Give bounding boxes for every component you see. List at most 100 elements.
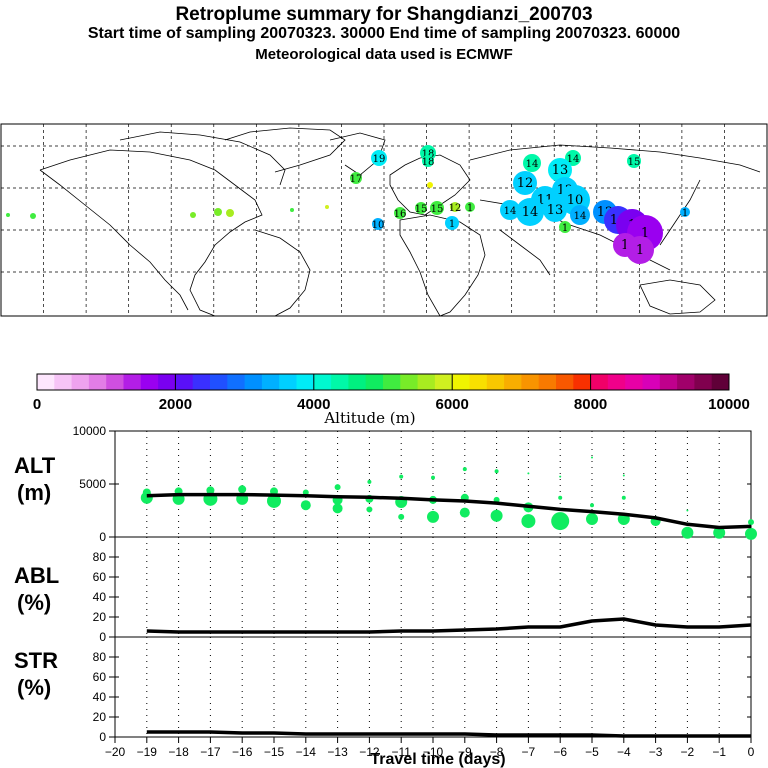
colorbar-swatch	[573, 374, 591, 390]
plume-marker	[190, 212, 196, 218]
abl-y-ticks: 80 60 40 20 0	[93, 550, 751, 644]
colorbar-swatch	[434, 374, 453, 390]
y-tick-label: 40	[93, 590, 107, 604]
colorbar-tick-label: 6000	[436, 396, 469, 413]
x-tick-label: −15	[264, 745, 285, 759]
str-y-ticks: 80 60 40 20 0	[93, 650, 751, 744]
plume-marker	[427, 182, 433, 188]
plume-label: 15	[628, 157, 641, 168]
colorbar-swatch	[192, 374, 211, 390]
alt-dot	[398, 513, 405, 520]
colorbar-swatch	[88, 374, 107, 390]
colorbar-swatch	[106, 374, 124, 390]
plume-marker	[465, 202, 475, 212]
abl-series-line	[146, 617, 752, 634]
y-tick-label: 5000	[79, 477, 106, 491]
plume-marker	[325, 205, 329, 209]
plume-label: 12	[517, 176, 534, 191]
colorbar-swatch	[210, 374, 228, 390]
str-series-line	[146, 730, 751, 738]
plume-label: 16	[394, 209, 407, 220]
plume-marker	[680, 207, 690, 217]
x-tick-label: −6	[553, 745, 567, 759]
str-panel-unit: (%)	[17, 675, 51, 700]
alt-dot	[366, 506, 373, 513]
y-tick-label: 10000	[73, 424, 107, 438]
y-tick-label: 80	[93, 550, 107, 564]
colorbar-swatch	[175, 374, 194, 390]
x-tick-label: −5	[585, 745, 599, 759]
y-tick-label: 0	[99, 630, 106, 644]
colorbar-swatch	[348, 374, 367, 390]
plume-marker	[226, 209, 234, 217]
colorbar-swatch	[261, 374, 280, 390]
plume-label: 12	[449, 203, 462, 214]
y-tick-label: 20	[93, 610, 107, 624]
series-lines	[146, 492, 752, 738]
colorbar-tick-label: 2000	[159, 396, 192, 413]
plume-label: 1	[467, 203, 473, 214]
alt-dot	[494, 469, 499, 474]
colorbar-swatch	[400, 374, 418, 390]
plume-label: 14	[567, 154, 580, 165]
plume-marker	[214, 208, 222, 216]
plume-label: 10	[567, 193, 584, 208]
plume-label: 13	[547, 203, 564, 218]
alt-dot	[527, 472, 530, 475]
colorbar-swatch	[504, 374, 522, 390]
y-tick-label: 80	[93, 650, 107, 664]
alt-dot	[686, 509, 689, 512]
plume-label: 15	[415, 204, 428, 215]
plume-label: 19	[373, 154, 386, 165]
plume-marker	[559, 221, 571, 233]
plume-label: 15	[431, 204, 444, 215]
time-series-panels: ALT (m) ABL (%) STR (%) 10000 5000 0 80 60 4…	[14, 424, 757, 768]
colorbar-swatch	[331, 374, 349, 390]
alt-dot	[745, 527, 757, 540]
colorbar-swatch	[279, 374, 297, 390]
x-tick-label: −7	[522, 745, 536, 759]
plume-marker	[372, 218, 384, 230]
colorbar-tick-label: 4000	[297, 396, 330, 413]
plume-marker	[500, 200, 520, 220]
colorbar-ticks: 0 2000 4000 6000 8000 10000	[33, 374, 750, 413]
x-axis-ticks: −20 −19 −18 −17 −16 −15 −14 −13 −12 −11 −10 −9 −8 −7−…	[105, 431, 755, 759]
plume-marker	[548, 158, 572, 182]
y-tick-label: 20	[93, 710, 107, 724]
abl-panel-label: ABL	[14, 563, 59, 588]
x-tick-label: −8	[490, 745, 504, 759]
plume-label: 13	[552, 163, 569, 178]
plume-marker	[394, 207, 406, 219]
alt-panel-unit: (m)	[17, 480, 51, 505]
plume-marker	[570, 205, 590, 225]
alt-dot	[332, 503, 343, 514]
colorbar-swatch	[365, 374, 384, 390]
colorbar-swatch	[469, 374, 488, 390]
colorbar-swatches	[36, 373, 730, 391]
alt-dot	[462, 467, 467, 472]
plume-label: 1	[621, 238, 629, 253]
colorbar-tick-label: 8000	[574, 396, 607, 413]
plume-marker	[627, 154, 641, 168]
colorbar-swatch	[590, 374, 609, 390]
plume-markers: 1719101615151211181814141513121211101414…	[6, 145, 690, 264]
colorbar-swatch	[123, 374, 142, 390]
colorbar-swatch	[227, 374, 245, 390]
y-tick-label: 60	[93, 670, 107, 684]
alt-dot	[586, 512, 598, 525]
x-tick-label: −16	[232, 745, 253, 759]
retroplume-map: 1719101615151211181814141513121211101414…	[0, 123, 768, 317]
y-tick-label: 60	[93, 570, 107, 584]
x-tick-label: −14	[296, 745, 317, 759]
x-tick-label: −4	[617, 745, 631, 759]
x-axis-label: Travel time (days)	[370, 751, 505, 768]
y-tick-label: 0	[99, 730, 106, 744]
alt-y-ticks: 10000 5000 0	[73, 424, 751, 544]
plume-label: 1	[449, 219, 455, 230]
alt-dot	[206, 486, 215, 495]
alt-dot	[559, 475, 562, 478]
sampling-time: Start time of sampling 20070323. 30000 E…	[87, 25, 681, 42]
colorbar-swatch	[677, 374, 695, 390]
colorbar-swatch	[521, 374, 540, 390]
alt-dot	[521, 514, 536, 529]
